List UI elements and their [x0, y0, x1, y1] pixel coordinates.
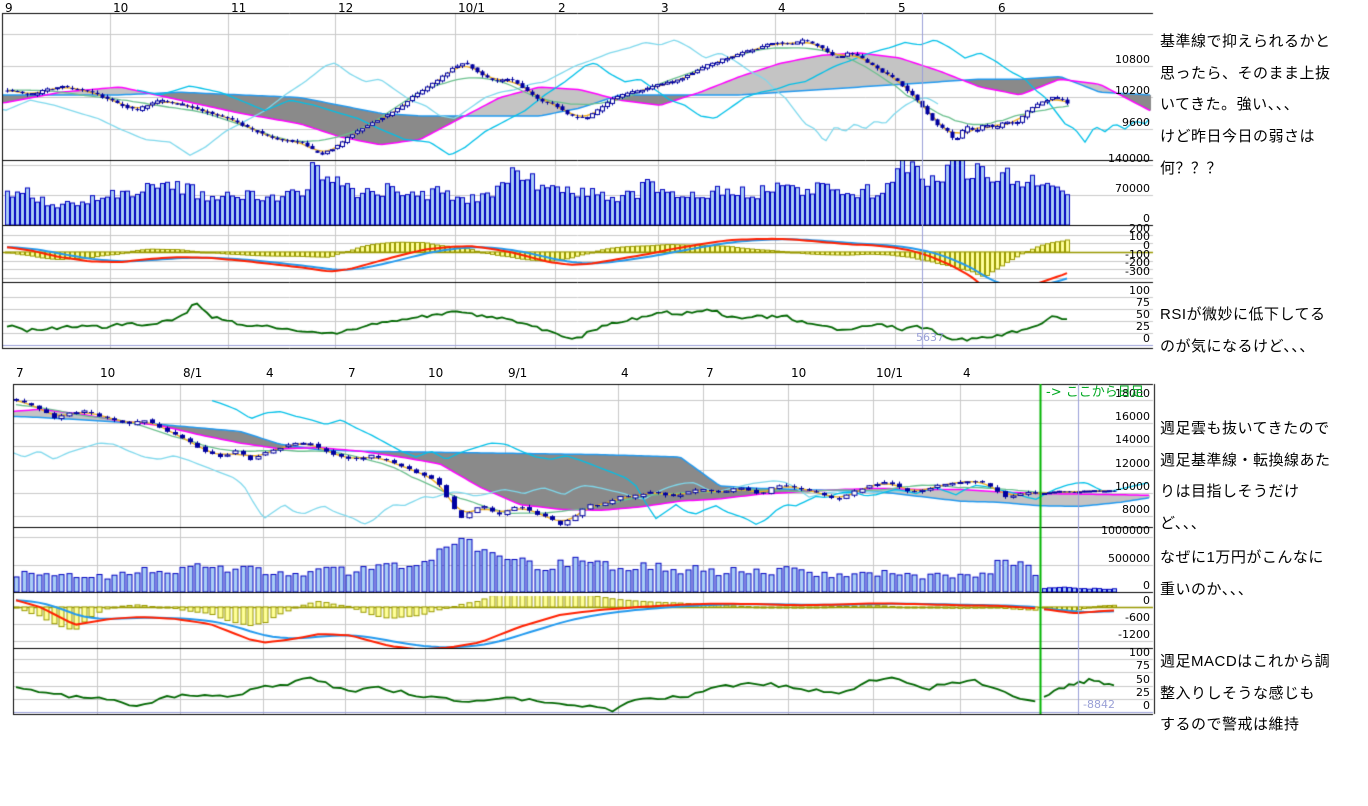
price-tick-label: 10200 — [1115, 84, 1150, 97]
price-tick-label: 12000 — [1115, 457, 1150, 470]
x-tick-label: 10 — [791, 366, 807, 380]
macd-tick-label: -200 — [1125, 256, 1150, 269]
price-tick-label: 14000 — [1115, 433, 1150, 446]
x-tick-label: 7 — [16, 366, 24, 380]
x-tick-label: 4 — [266, 366, 274, 380]
x-tick-label: 7 — [706, 366, 714, 380]
macd-tick-label: -100 — [1125, 248, 1150, 261]
commentary-line: 何？？？ — [1160, 159, 1223, 177]
price-tick-label: 10800 — [1115, 53, 1150, 66]
macd-tick-label: 0 — [1143, 594, 1150, 607]
macd-tick-label: 0 — [1143, 239, 1150, 252]
marker-label-green: -> ここから日足 — [1046, 385, 1144, 400]
x-tick-label: 4 — [621, 366, 629, 380]
x-tick-label: 11 — [231, 1, 247, 15]
commentary-line: なぜに1万円がこんなに — [1160, 549, 1324, 566]
price-tick-label: 18000 — [1115, 387, 1150, 400]
rsi-tick-label: 0 — [1143, 332, 1150, 345]
price-tick-label: 9600 — [1122, 116, 1150, 129]
rsi-tick-label: 25 — [1136, 686, 1150, 699]
weekly-chart-region[interactable] — [13, 384, 1155, 714]
commentary-line: 週足基準線・転換線あた — [1160, 451, 1331, 469]
rsi-tick-label: 0 — [1143, 699, 1150, 712]
x-tick-label: 9/1 — [508, 366, 528, 380]
x-tick-label: 10/1 — [458, 1, 485, 15]
x-tick-label: 7 — [348, 366, 356, 380]
x-tick-label: 10 — [113, 1, 129, 15]
commentary-line: 重いのか、、、 — [1160, 580, 1254, 598]
price-tick-label: 16000 — [1115, 410, 1150, 423]
volume-tick-label: 0 — [1143, 579, 1150, 592]
commentary-line: 基準線で抑えられるかと — [1160, 33, 1331, 50]
commentary-line: いてきた。強い、、、 — [1160, 96, 1300, 114]
commentary-line: するので警戒は維持 — [1160, 716, 1300, 734]
volume-tick-label: 140000 — [1108, 152, 1150, 165]
rsi-tick-label: 75 — [1136, 296, 1150, 309]
marker-value-label: 5637 — [916, 331, 944, 344]
macd-tick-label: -600 — [1125, 611, 1150, 624]
macd-tick-label: 100 — [1129, 230, 1150, 243]
x-tick-label: 9 — [5, 1, 13, 15]
commentary-line: のが気になるけど、、、 — [1160, 337, 1315, 355]
macd-tick-label: -1200 — [1118, 628, 1150, 641]
x-tick-label: 3 — [661, 1, 669, 15]
price-tick-label: 10000 — [1115, 480, 1150, 493]
commentary-line: ど、、、 — [1160, 515, 1207, 533]
volume-tick-label: 70000 — [1115, 182, 1150, 195]
commentary-line: 思ったら、そのまま上抜 — [1160, 64, 1331, 82]
commentary-line: 整入りしそうな感じも — [1160, 684, 1316, 702]
rsi-tick-label: 100 — [1129, 284, 1150, 297]
commentary-line: 週足雲も抜いてきたので — [1160, 420, 1330, 437]
x-tick-label: 2 — [558, 1, 566, 15]
x-tick-label: 4 — [778, 1, 786, 15]
volume-tick-label: 1000000 — [1101, 524, 1150, 537]
macd-tick-label: -300 — [1125, 265, 1150, 278]
volume-tick-label: 0 — [1143, 212, 1150, 225]
x-tick-label: 8/1 — [183, 366, 203, 380]
macd-tick-label: 200 — [1129, 222, 1150, 235]
x-tick-label: 5 — [898, 1, 906, 15]
x-tick-label: 12 — [338, 1, 354, 15]
commentary-line: けど昨日今日の弱さは — [1160, 128, 1316, 146]
commentary-line: りは目指しそうだけ — [1160, 483, 1300, 501]
commentary-line: RSIが微妙に低下してる — [1160, 306, 1326, 323]
daily-chart-region[interactable] — [2, 13, 1153, 348]
marker-value-label: -8842 — [1083, 698, 1115, 711]
rsi-tick-label: 25 — [1136, 320, 1150, 333]
rsi-tick-label: 50 — [1136, 673, 1150, 686]
rsi-tick-label: 50 — [1136, 308, 1150, 321]
price-tick-label: 8000 — [1122, 503, 1150, 516]
x-tick-label: 6 — [998, 1, 1006, 15]
commentary-line: 週足MACDはこれから調 — [1160, 653, 1331, 670]
x-tick-label: 4 — [963, 366, 971, 380]
volume-tick-label: 500000 — [1108, 552, 1150, 565]
x-tick-label: 10 — [100, 366, 116, 380]
x-tick-label: 10/1 — [876, 366, 903, 380]
rsi-tick-label: 100 — [1129, 646, 1150, 659]
x-tick-label: 10 — [428, 366, 444, 380]
rsi-tick-label: 75 — [1136, 659, 1150, 672]
